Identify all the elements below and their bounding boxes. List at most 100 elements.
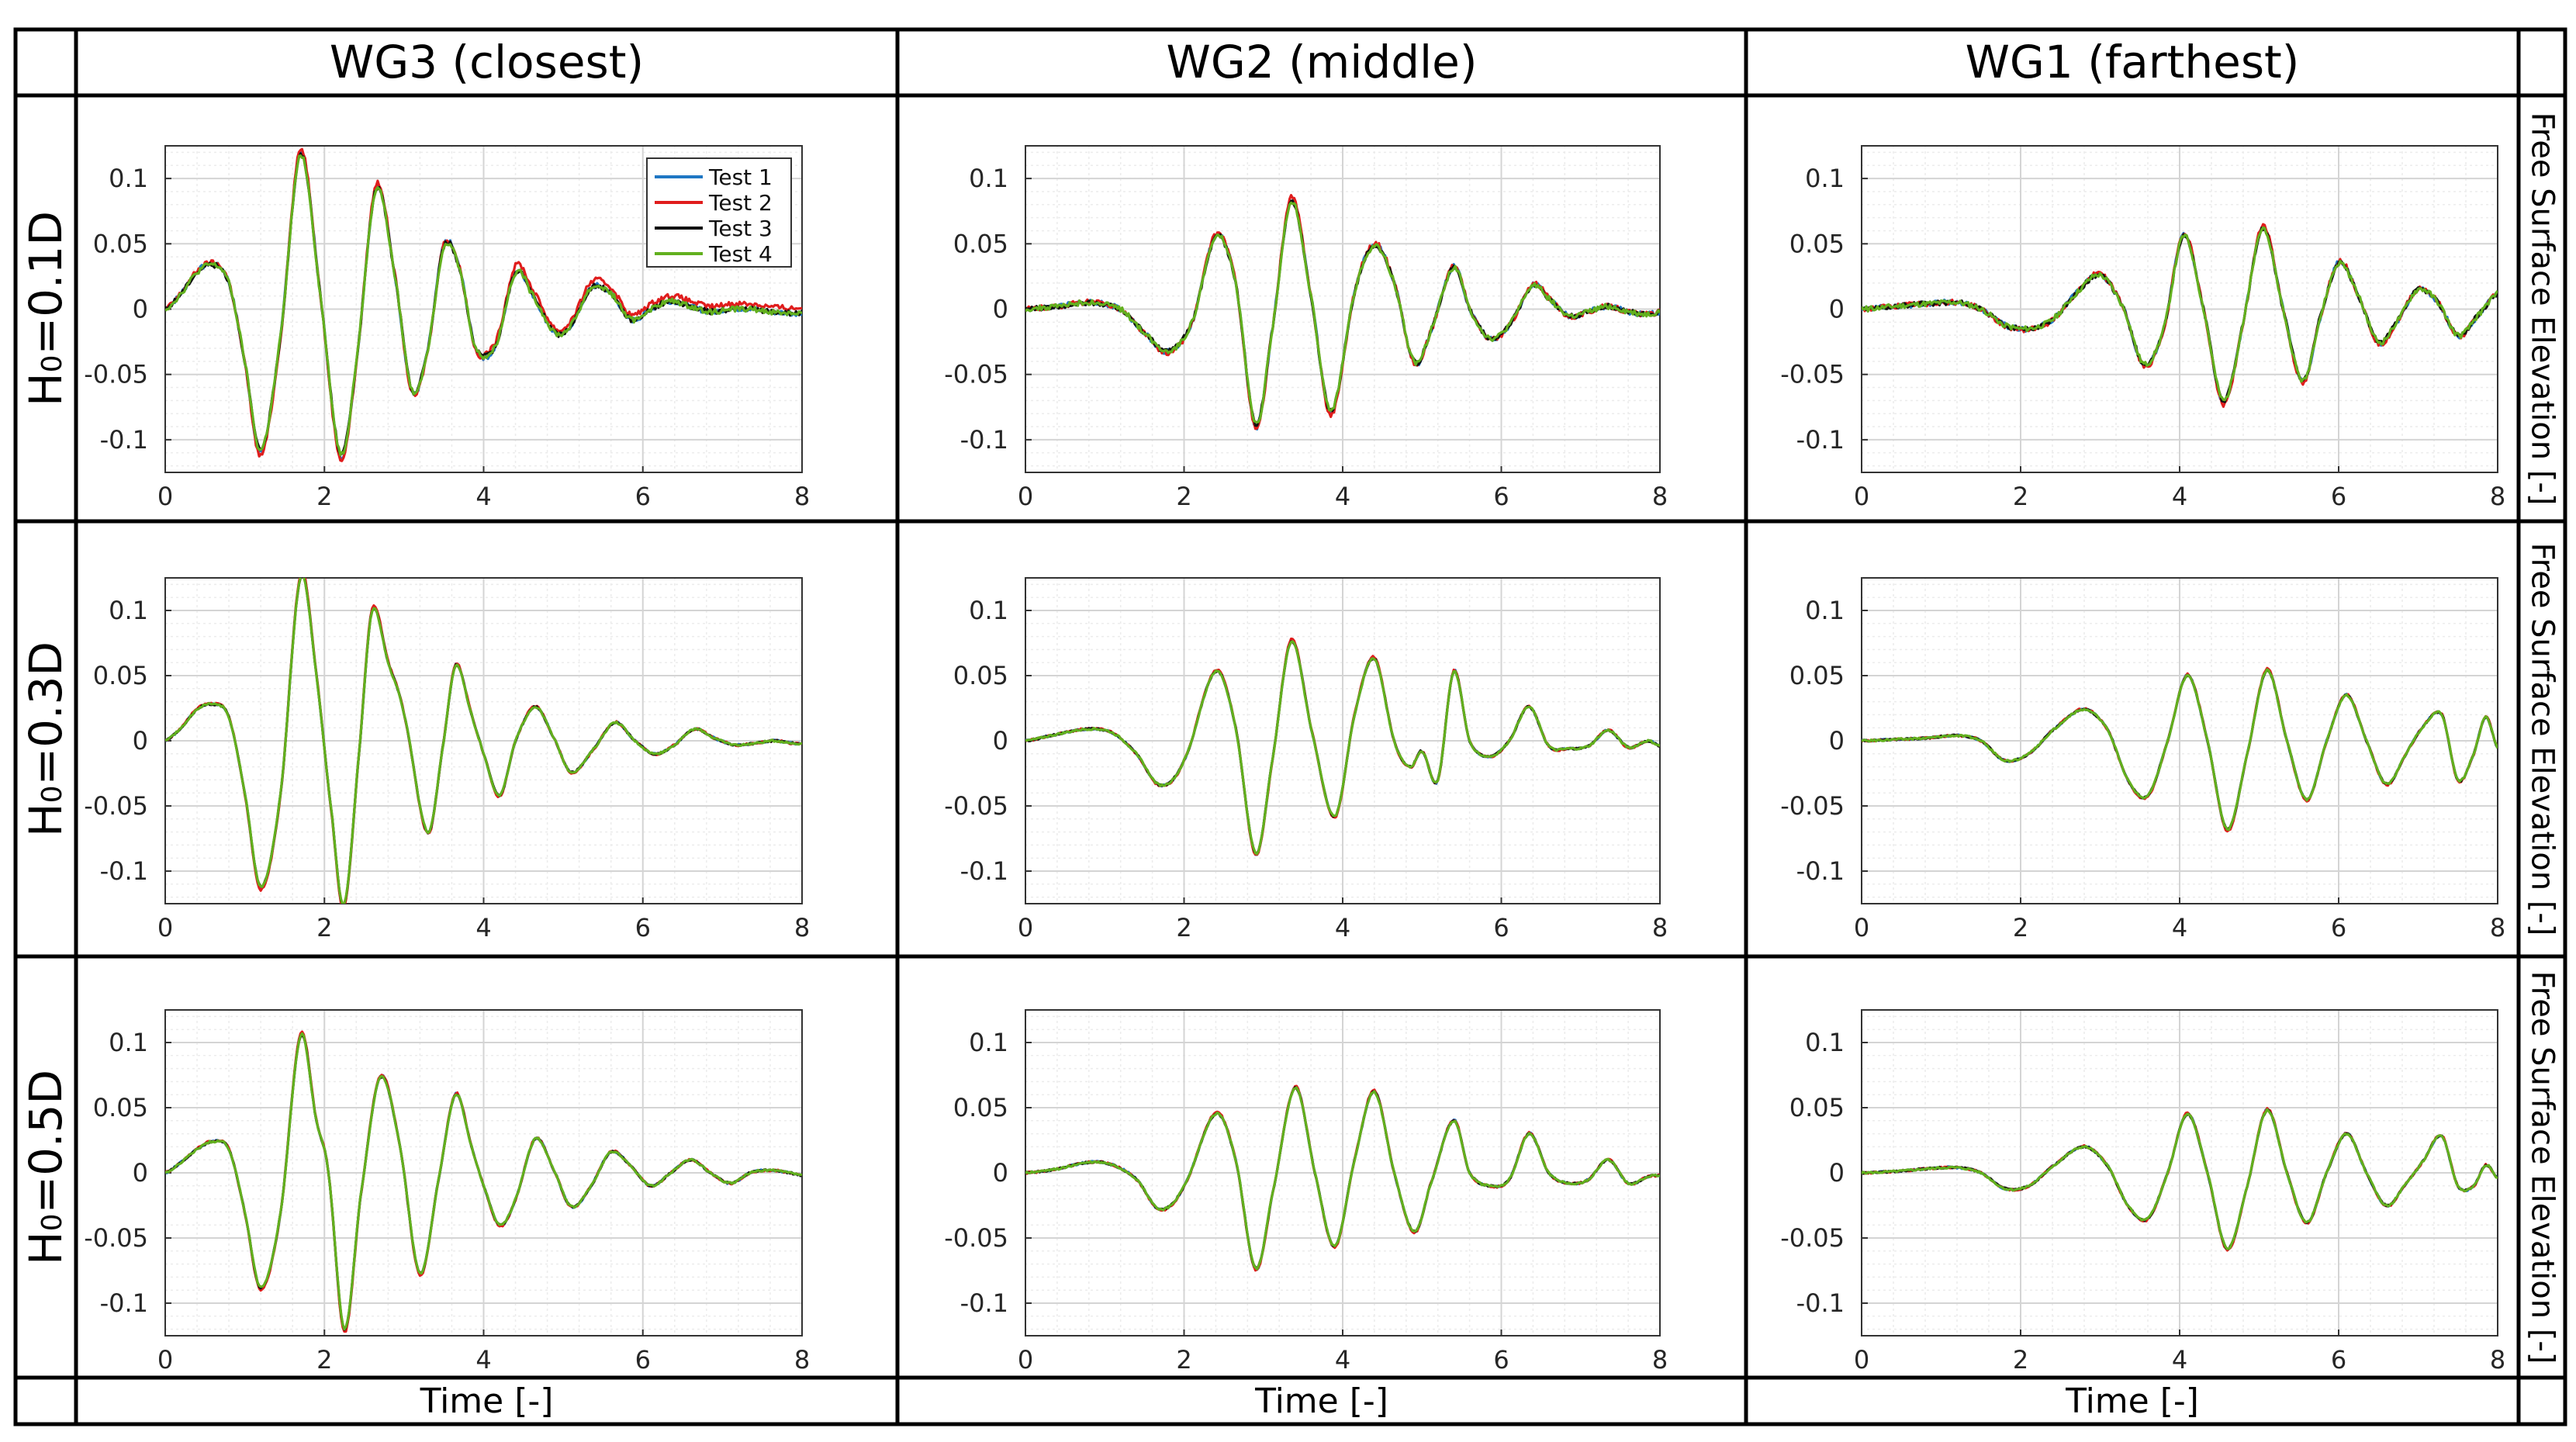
x-tick-label: 4: [1335, 913, 1350, 942]
x-tick-label: 4: [1335, 1345, 1350, 1375]
x-tick-label: 6: [635, 913, 651, 942]
x-tick-label: 8: [1652, 913, 1668, 942]
x-tick-label: 2: [2013, 482, 2028, 511]
x-tick-label: 2: [316, 913, 332, 942]
x-tick-label: 6: [1493, 1345, 1509, 1375]
y-tick-label: 0.1: [969, 1028, 1008, 1057]
y-tick-label: 0.1: [109, 596, 148, 625]
y-tick-label: 0.1: [1805, 164, 1845, 193]
x-tick-label: 6: [1493, 913, 1509, 942]
x-tick-label: 4: [2172, 1345, 2187, 1375]
chart-panel-2-2: 0 2 4 6 8 0.1 0.05 0 -0.05 -0.1: [944, 577, 1668, 942]
x-tick-label: 0: [1854, 1345, 1869, 1375]
series-line-test-4: [165, 578, 802, 904]
series-line-test-4: [1025, 1086, 1660, 1271]
y-tick-label: 0: [993, 295, 1008, 324]
row-header-h01: H 0 =0.1D: [16, 95, 76, 521]
x-tick-label: 6: [1493, 482, 1509, 511]
x-tick-label: 4: [2172, 482, 2187, 511]
row-label-sub: 0: [36, 784, 68, 803]
chart-panel-2-1: 0 2 4 6 8 0.1 0.05 0 -0.05 -0.1: [84, 577, 810, 942]
y-tick-label: -0.1: [1796, 856, 1845, 886]
row-label-main: H: [19, 372, 72, 406]
y-tick-label: 0.1: [969, 164, 1008, 193]
y-tick-label: 0.05: [1789, 661, 1845, 690]
x-tick-label: 2: [1176, 482, 1191, 511]
x-tick-label: 8: [1652, 1345, 1668, 1375]
x-tick-label: 6: [635, 1345, 651, 1375]
x-tick-label: 8: [2490, 482, 2505, 511]
x-tick-label: 8: [1652, 482, 1668, 511]
time-label-col3: Time [-]: [2066, 1381, 2199, 1421]
y-tick-label: -0.05: [944, 1223, 1008, 1253]
y-tick-label: 0.05: [93, 661, 148, 690]
y-tick-label: -0.1: [960, 1288, 1008, 1318]
row-header-h05: H 0 =0.5D: [16, 956, 76, 1378]
y-tick-label: -0.1: [100, 425, 148, 455]
x-tick-label: 0: [1018, 482, 1033, 511]
time-label-col1: Time [-]: [420, 1381, 554, 1421]
y-tick-label: 0.1: [109, 164, 148, 193]
y-tick-label: -0.1: [960, 425, 1008, 455]
y-tick-label: -0.05: [84, 360, 148, 389]
y-tick-label: -0.1: [100, 1288, 148, 1318]
series-line-test-4: [1862, 1108, 2498, 1250]
y-tick-label: 0: [1829, 295, 1845, 324]
column-header-wg3: WG3 (closest): [329, 36, 645, 88]
x-tick-label: 4: [475, 1345, 491, 1375]
y-tick-label: 0: [133, 295, 148, 324]
chart-panel-1-2: 0 2 4 6 8 0.1 0.05 0 -0.05 -0.1: [944, 145, 1668, 511]
x-tick-label: 2: [1176, 1345, 1191, 1375]
y-tick-label: -0.05: [84, 791, 148, 821]
y-tick-label: 0: [1829, 726, 1845, 756]
y-tick-label: -0.1: [960, 856, 1008, 886]
series-line-test-4: [1025, 201, 1660, 424]
y-tick-label: 0: [133, 1158, 148, 1188]
x-tick-label: 2: [1176, 913, 1191, 942]
x-tick-label: 4: [2172, 913, 2187, 942]
y-tick-label: -0.05: [1780, 791, 1845, 821]
series-line-test-4: [1862, 226, 2498, 402]
x-tick-label: 6: [635, 482, 651, 511]
row-label-main: H: [19, 1230, 72, 1265]
x-tick-label: 4: [475, 482, 491, 511]
y-tick-label: 0.05: [93, 229, 148, 258]
y-tick-label: -0.05: [944, 360, 1008, 389]
column-header-wg1: WG1 (farthest): [1965, 36, 2300, 88]
y-tick-label: 0.1: [969, 596, 1008, 625]
x-tick-label: 0: [157, 482, 173, 511]
legend-entry: Test 4: [708, 241, 773, 267]
x-tick-label: 8: [794, 1345, 810, 1375]
y-tick-label: 0.05: [953, 661, 1008, 690]
row-label-rest: =0.3D: [19, 641, 72, 785]
y-tick-label: 0.05: [93, 1093, 148, 1122]
chart-panel-2-3: 0 2 4 6 8 0.1 0.05 0 -0.05 -0.1: [1780, 577, 2505, 942]
series-line-test-4: [1025, 640, 1660, 856]
x-tick-label: 0: [1854, 913, 1869, 942]
series-line-test-4: [165, 1032, 802, 1331]
y-tick-label: 0: [133, 726, 148, 756]
x-tick-label: 0: [157, 1345, 173, 1375]
y-tick-label: -0.05: [944, 791, 1008, 821]
chart-panel-1-3: 0 2 4 6 8 0.1 0.05 0 -0.05 -0.1: [1780, 145, 2505, 511]
y-tick-label: -0.05: [84, 1223, 148, 1253]
x-tick-label: 4: [475, 913, 491, 942]
y-tick-label: 0.1: [1805, 1028, 1845, 1057]
chart-panel-3-3: 0 2 4 6 8 0.1 0.05 0 -0.05 -0.1: [1780, 1009, 2505, 1375]
row-header-h03: H 0 =0.3D: [16, 521, 76, 956]
y-tick-label: 0.05: [1789, 1093, 1845, 1122]
x-tick-label: 8: [2490, 1345, 2505, 1375]
y-tick-label: 0: [993, 726, 1008, 756]
x-tick-label: 8: [2490, 913, 2505, 942]
row-label-sub: 0: [36, 354, 68, 372]
y-tick-label: -0.05: [1780, 1223, 1845, 1253]
x-tick-label: 2: [2013, 1345, 2028, 1375]
x-tick-label: 8: [794, 913, 810, 942]
x-tick-label: 0: [157, 913, 173, 942]
y-tick-label: 0.05: [953, 229, 1008, 258]
series-line-test-4: [1862, 668, 2498, 832]
row-label-sub: 0: [36, 1212, 68, 1231]
y-tick-label: -0.1: [1796, 425, 1845, 455]
y-tick-label: 0.1: [1805, 596, 1845, 625]
